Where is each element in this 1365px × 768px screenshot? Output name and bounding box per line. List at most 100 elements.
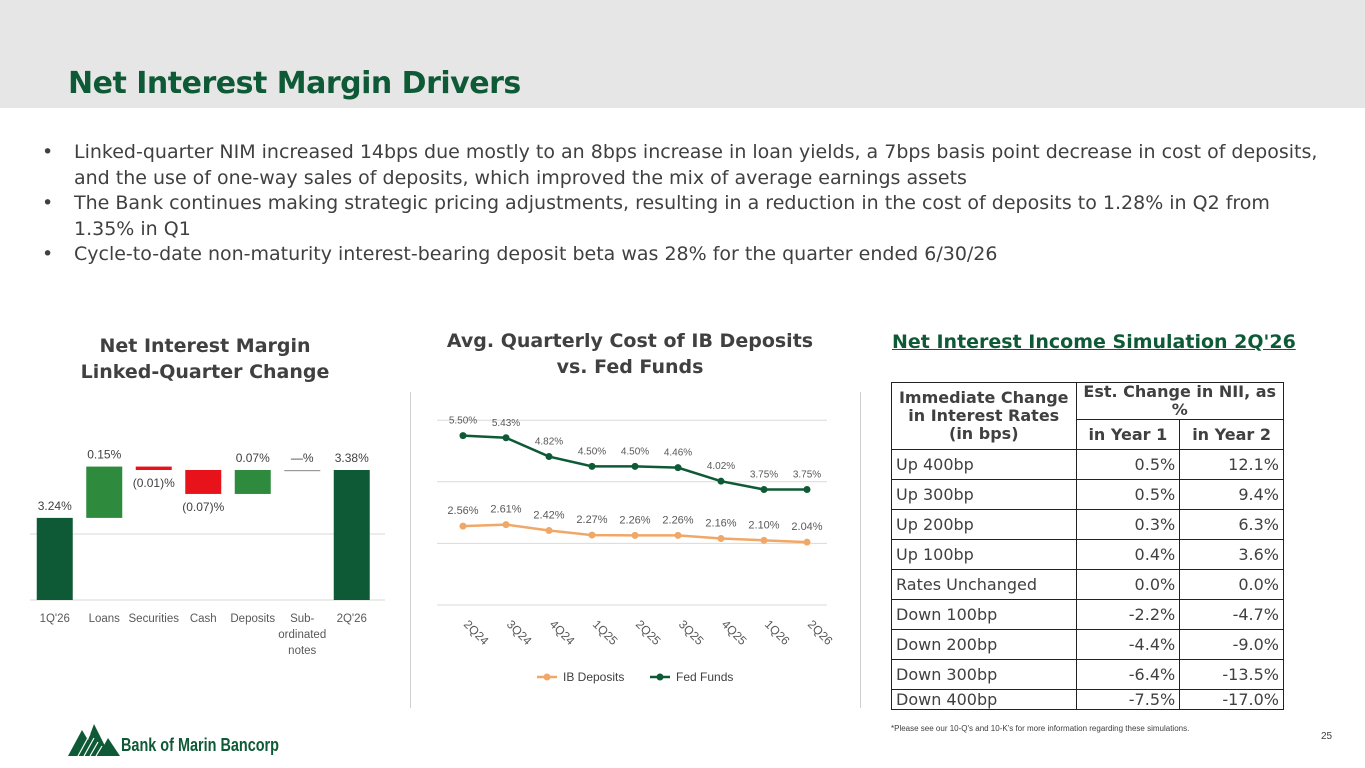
data-point: [803, 538, 811, 546]
year1-cell: 0.5%: [1075, 449, 1181, 480]
data-point: [674, 531, 682, 539]
data-label: (0.07)%: [182, 500, 224, 514]
data-label: 3.24%: [38, 499, 72, 513]
table-row: Up 200bp 0.3% 6.3%: [891, 509, 1284, 540]
data-label: (0.01)%: [133, 476, 175, 490]
bullet-item: • The Bank continues making strategic pri…: [42, 191, 1332, 242]
bullet-glyph: •: [42, 192, 54, 214]
year2-cell: -9.0%: [1179, 629, 1284, 660]
category-label: Sub-: [290, 613, 314, 625]
waterfall-bar: [36, 517, 73, 600]
bullet-glyph: •: [42, 243, 54, 265]
divider-right: [860, 392, 861, 708]
data-label: 2.16%: [705, 517, 736, 529]
page-number: 25: [1321, 731, 1333, 742]
x-tick-label: 3Q25: [676, 617, 707, 648]
data-point: [545, 453, 553, 461]
bullet-list: • Linked-quarter NIM increased 14bps due …: [42, 140, 1332, 268]
bullet-item: • Linked-quarter NIM increased 14bps due …: [42, 140, 1332, 191]
nii-table-title: Net Interest Income Simulation 2Q'26: [892, 331, 1296, 353]
table-row: Down 100bp -2.2% -4.7%: [891, 599, 1284, 630]
divider-left: [410, 392, 411, 708]
data-label: 5.43%: [492, 418, 520, 429]
year2-cell: 3.6%: [1179, 539, 1284, 570]
category-label: Deposits: [230, 613, 275, 625]
year1-cell: 0.4%: [1075, 539, 1181, 570]
data-point: [502, 521, 510, 529]
data-label: 4.50%: [578, 446, 606, 457]
year1-cell: -7.5%: [1075, 689, 1181, 710]
x-tick-label: 2Q26: [805, 617, 836, 648]
data-point: [459, 432, 467, 440]
line-chart-title: Avg. Quarterly Cost of IB Deposits vs. F…: [446, 330, 814, 378]
bullet-item: • Cycle-to-date non-maturity interest-bea…: [42, 242, 1332, 268]
legend-marker: [543, 673, 551, 681]
x-tick-label: 4Q24: [547, 617, 578, 648]
bullet-text: Cycle-to-date non-maturity interest-bear…: [74, 243, 998, 265]
waterfall-bar: [284, 470, 321, 472]
year2-cell: -4.7%: [1179, 599, 1284, 630]
year2-header: in Year 2: [1179, 419, 1284, 450]
legend-label: Fed Funds: [676, 670, 733, 684]
x-tick-label: 4Q25: [719, 617, 750, 648]
year1-cell: 0.0%: [1075, 569, 1181, 600]
data-point: [545, 526, 553, 534]
table-row: Up 100bp 0.4% 3.6%: [891, 539, 1284, 570]
est-change-header: Est. Change in NII, as %: [1075, 382, 1284, 420]
data-point: [760, 486, 768, 493]
data-label: 3.38%: [335, 451, 369, 465]
category-label: Securities: [129, 613, 180, 625]
data-point: [588, 531, 596, 539]
legend-marker: [656, 673, 664, 681]
x-tick-label: 2Q24: [461, 617, 492, 648]
line-chart: 2.56% 2.61% 2.42% 2.27% 2.26% 2.26% 2.16% 2.10%…: [437, 416, 836, 684]
x-tick-label: 1Q25: [590, 617, 621, 648]
logo-wordmark: Bank of Marin Bancorp: [121, 735, 279, 755]
data-label: 5.50%: [449, 416, 477, 427]
year1-cell: -4.4%: [1075, 629, 1181, 660]
data-point: [760, 536, 768, 544]
data-point: [631, 531, 639, 539]
table-row: Down 200bp -4.4% -9.0%: [891, 629, 1284, 660]
data-label: 3.75%: [750, 470, 778, 481]
waterfall-chart: 3.24% 1Q'26 0.15% Loans (0.01)% Securities (0.…: [30, 448, 385, 657]
bullet-text: The Bank continues making strategic pric…: [74, 192, 1270, 240]
data-point: [502, 434, 510, 442]
data-label: 2.26%: [619, 514, 650, 526]
x-tick-label: 1Q26: [762, 617, 793, 648]
year2-cell: 9.4%: [1179, 479, 1284, 510]
waterfall-bar: [234, 470, 271, 494]
legend-label: IB Deposits: [563, 670, 624, 684]
header-band: [0, 0, 1365, 108]
rate-scenario-cell: Down 300bp: [891, 659, 1077, 690]
year2-cell: 0.0%: [1179, 569, 1284, 600]
data-label: 2.04%: [791, 521, 822, 533]
footnote: *Please see our 10-Q's and 10-K's for mo…: [891, 724, 1190, 733]
rate-scenario-cell: Down 400bp: [891, 689, 1077, 710]
data-point: [803, 486, 811, 493]
data-label: 2.42%: [533, 509, 564, 521]
rate-scenario-cell: Rates Unchanged: [891, 569, 1077, 600]
table-row: Up 300bp 0.5% 9.4%: [891, 479, 1284, 510]
year1-header: in Year 1: [1075, 419, 1181, 450]
data-point: [717, 477, 725, 485]
year2-cell: 12.1%: [1179, 449, 1284, 480]
waterfall-bar: [86, 466, 123, 518]
year1-cell: -6.4%: [1075, 659, 1181, 690]
data-point: [674, 464, 682, 472]
bullet-glyph: •: [42, 141, 54, 163]
year2-cell: 6.3%: [1179, 509, 1284, 540]
year1-cell: -2.2%: [1075, 599, 1181, 630]
category-label: 2Q'26: [337, 613, 367, 625]
data-label: 3.75%: [793, 470, 821, 481]
logo-mountain-icon: [68, 724, 120, 756]
nii-simulation-table: Immediate Change in Interest Rates (in b…: [891, 382, 1284, 710]
data-label: 2.26%: [662, 514, 693, 526]
category-label: Cash: [190, 613, 217, 625]
data-label: 2.56%: [447, 505, 478, 517]
rate-scenario-cell: Up 300bp: [891, 479, 1077, 510]
year2-cell: -13.5%: [1179, 659, 1284, 690]
x-tick-label: 2Q25: [633, 617, 664, 648]
category-label: notes: [288, 645, 316, 657]
data-point: [588, 462, 596, 470]
